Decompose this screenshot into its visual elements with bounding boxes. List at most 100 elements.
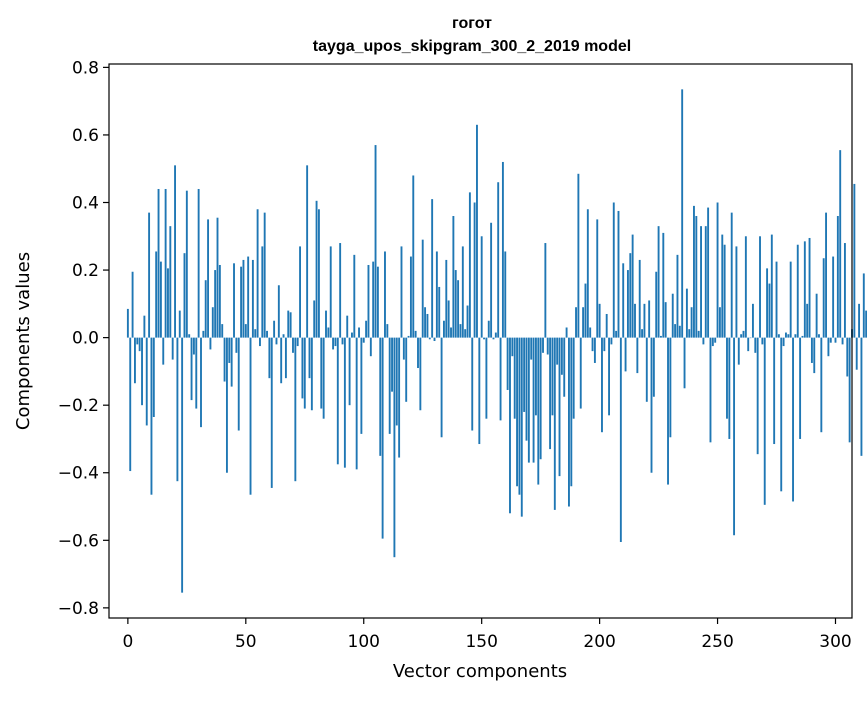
bar xyxy=(549,337,552,450)
bar xyxy=(735,246,738,338)
chart-title: гогот xyxy=(452,15,492,32)
bar xyxy=(794,334,797,338)
bar xyxy=(792,337,794,502)
bar xyxy=(428,337,431,340)
bar xyxy=(360,337,363,434)
bar xyxy=(190,337,193,401)
bar xyxy=(409,256,412,338)
bar xyxy=(268,337,271,379)
bar xyxy=(690,307,693,338)
bar xyxy=(343,337,346,468)
bar xyxy=(376,266,379,338)
bar xyxy=(251,259,254,338)
bar xyxy=(636,337,639,374)
bar xyxy=(504,251,507,338)
bar xyxy=(532,337,535,463)
bar xyxy=(740,334,743,338)
bar xyxy=(787,334,790,338)
bar xyxy=(589,327,592,338)
bar xyxy=(726,337,728,419)
bar xyxy=(697,330,700,338)
bar xyxy=(155,251,158,338)
bar xyxy=(353,254,356,338)
bar xyxy=(509,337,511,514)
bar xyxy=(400,246,403,338)
bar xyxy=(596,219,599,338)
bar xyxy=(459,324,462,338)
bar xyxy=(801,335,804,338)
bar xyxy=(862,273,865,338)
y-axis-label: Components values xyxy=(13,252,34,430)
bar xyxy=(176,337,179,482)
bar xyxy=(825,212,827,338)
bar xyxy=(667,337,669,485)
bar xyxy=(848,337,851,443)
bar xyxy=(841,337,844,345)
bar xyxy=(141,337,143,406)
bar xyxy=(723,244,726,338)
bar xyxy=(598,303,601,338)
bar xyxy=(617,210,620,338)
bar xyxy=(865,310,867,338)
bar xyxy=(162,337,165,365)
bar xyxy=(506,337,509,390)
bar xyxy=(754,337,757,353)
bar xyxy=(577,173,580,338)
bar xyxy=(138,337,141,352)
bar xyxy=(230,337,233,387)
bar xyxy=(143,315,146,338)
bar xyxy=(435,251,438,338)
bar xyxy=(301,337,304,399)
bar xyxy=(145,337,148,426)
bar xyxy=(280,337,283,384)
bar xyxy=(282,334,285,338)
bar xyxy=(664,302,667,338)
bar xyxy=(398,337,401,458)
bar xyxy=(834,337,837,343)
bar xyxy=(593,337,596,363)
bar xyxy=(440,337,443,438)
bar xyxy=(292,337,294,353)
bar xyxy=(468,192,471,338)
bar xyxy=(254,329,257,338)
plot-frame xyxy=(108,63,853,619)
bar xyxy=(756,337,759,455)
bar xyxy=(131,271,134,338)
bar xyxy=(270,337,273,488)
bar xyxy=(759,236,761,338)
bar xyxy=(185,190,188,338)
bar xyxy=(221,324,224,338)
bar xyxy=(348,337,351,406)
bar xyxy=(225,337,228,473)
bar xyxy=(634,303,636,338)
bar xyxy=(433,337,436,341)
bar xyxy=(126,308,129,338)
bar xyxy=(256,209,259,338)
bar xyxy=(733,337,736,536)
bar xyxy=(572,337,575,419)
bar xyxy=(218,264,221,338)
bar xyxy=(610,337,613,345)
bar xyxy=(372,261,375,338)
bar xyxy=(150,337,153,495)
bar xyxy=(216,217,219,338)
bar xyxy=(638,259,641,338)
bar xyxy=(351,332,353,338)
bar xyxy=(763,337,766,505)
bar xyxy=(308,337,311,379)
x-tick-label: 300 xyxy=(819,632,851,652)
bar xyxy=(299,246,301,338)
bar xyxy=(192,337,195,355)
bar xyxy=(737,337,740,365)
bar xyxy=(485,337,488,419)
bar xyxy=(183,253,186,338)
y-tick-label: 0.6 xyxy=(72,126,99,146)
bar xyxy=(134,337,136,384)
bar xyxy=(287,310,290,338)
bar xyxy=(810,337,813,363)
bar xyxy=(325,310,327,338)
bar xyxy=(490,222,493,338)
bar xyxy=(660,335,662,338)
bar xyxy=(277,285,280,338)
